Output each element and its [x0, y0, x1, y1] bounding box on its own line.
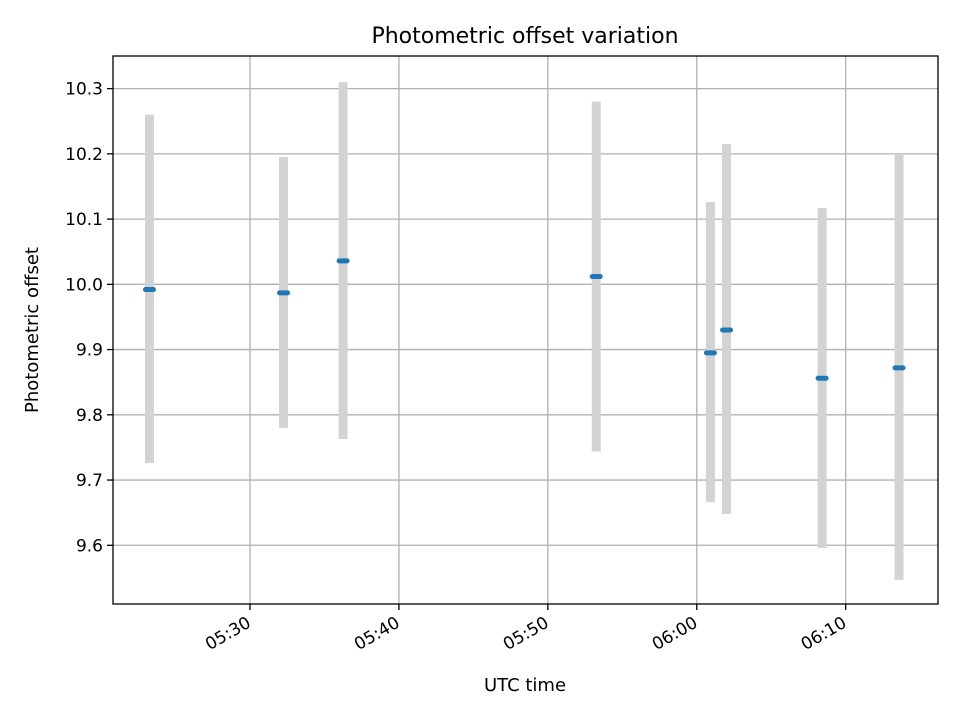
y-tick-label: 10.3 [65, 80, 103, 100]
y-tick-label: 10.2 [65, 145, 103, 165]
y-tick-label: 10.0 [65, 275, 103, 295]
y-tick-label: 9.7 [76, 471, 103, 491]
y-tick-label: 9.8 [76, 406, 103, 426]
y-axis-label: Photometric offset [22, 247, 43, 413]
y-axis-ticks: 9.6 9.7 9.8 9.9 10.0 10.1 10.2 10.3 [65, 80, 113, 556]
plot-frame [112, 55, 939, 605]
y-tick-label: 9.6 [76, 536, 103, 556]
data-points [142, 258, 906, 381]
grid [113, 56, 938, 604]
x-axis-label: UTC time [484, 675, 566, 696]
chart-title: Photometric offset variation [371, 24, 678, 49]
y-tick-label: 9.9 [76, 341, 103, 361]
y-tick-label: 10.1 [65, 210, 103, 230]
